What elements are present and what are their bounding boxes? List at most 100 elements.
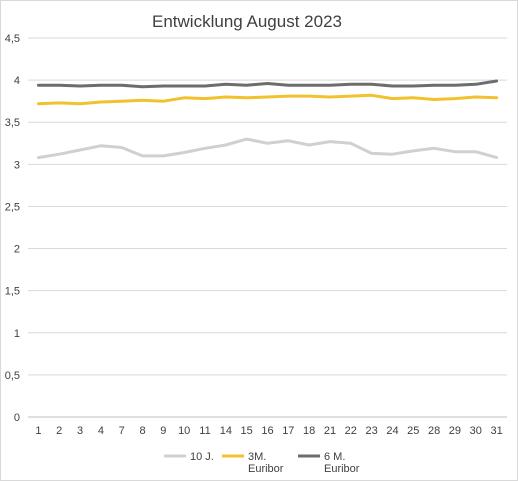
data-point [183,151,185,154]
y-tick-label: 3 [14,159,20,171]
x-tick-label: 4 [98,425,104,437]
y-tick-label: 1,5 [5,286,20,298]
data-point [245,84,248,86]
data-point [350,83,352,86]
data-point [370,83,373,86]
legend-label: Euribor [324,463,360,475]
x-tick-label: 8 [139,425,145,437]
x-tick-label: 17 [282,425,294,437]
data-point [204,97,206,100]
data-point [141,155,144,157]
data-point [162,100,165,102]
data-point [433,147,435,150]
series-3 [36,79,499,89]
data-point [225,144,227,146]
x-tick-label: 31 [490,425,502,437]
x-tick-label: 22 [345,425,357,437]
data-point [433,98,435,101]
data-point [79,102,81,105]
data-point [391,153,394,156]
data-point [454,97,456,100]
legend-label: 3M. [248,451,266,463]
series-2 [36,93,499,106]
x-tick-label: 14 [220,425,232,437]
data-point [245,138,248,140]
chart-title: Entwicklung August 2023 [152,12,342,31]
data-point [412,150,415,152]
y-tick-label: 2,5 [5,201,20,213]
data-point [350,142,352,145]
y-axis: 0 0,5 1 1,5 2 2,5 3 3,5 4 4,5 [5,33,20,424]
data-point [495,96,498,99]
y-tick-label: 3,5 [5,117,20,129]
data-point [183,85,185,87]
data-point [100,101,102,103]
x-tick-label: 7 [119,425,125,437]
x-tick-label: 21 [324,425,336,437]
data-point [120,100,123,102]
legend-label: Euribor [248,463,284,475]
data-point [308,84,310,86]
data-point [162,155,165,157]
data-point [391,97,394,100]
data-point [266,96,269,98]
y-tick-label: 2 [14,244,20,256]
data-point [454,150,456,153]
data-point [162,85,165,87]
y-tick-label: 4,5 [5,33,20,45]
data-point [454,84,456,86]
series-lines [36,79,499,160]
data-point [141,86,144,88]
data-point [287,139,290,142]
data-point [433,84,435,86]
data-point [329,84,331,86]
data-point [58,153,61,156]
data-point [58,84,61,86]
data-point [120,146,123,149]
data-point [287,95,290,97]
series-line [36,137,499,160]
x-tick-label: 10 [178,425,190,437]
data-point [141,99,144,102]
data-point [245,96,248,99]
data-point [79,149,81,151]
legend-label: 6 M. [324,451,345,463]
y-tick-label: 4 [14,75,20,87]
data-point [204,147,206,150]
x-tick-label: 25 [407,425,419,437]
data-point [287,84,290,86]
gridlines [28,37,507,418]
data-point [350,95,352,97]
data-point [120,84,123,86]
x-tick-label: 15 [241,425,253,437]
legend-label: 10 J. [190,451,214,463]
y-tick-label: 0 [14,412,20,424]
y-tick-label: 0,5 [5,370,20,382]
data-point [474,96,477,98]
data-point [100,145,102,147]
data-point [474,150,477,153]
x-tick-label: 3 [77,425,83,437]
data-point [412,85,415,87]
data-point [308,95,310,97]
data-point [266,142,269,145]
data-point [183,96,185,99]
x-tick-label: 29 [449,425,461,437]
data-point [79,85,81,87]
data-point [100,84,102,86]
series-1 [36,137,499,160]
x-tick-label: 16 [261,425,273,437]
x-tick-label: 1 [35,425,41,437]
data-point [474,83,477,86]
data-point [266,82,269,85]
x-axis: 1 2 3 4 7 8 9 10 11 14 15 16 17 18 21 22 23 24 25 28 29 30 31 [35,425,502,437]
data-point [225,96,227,98]
data-point [495,80,498,82]
x-tick-label: 30 [470,425,482,437]
data-point [370,152,373,155]
data-point [370,94,373,97]
data-point [329,96,331,98]
x-tick-label: 11 [199,425,210,437]
